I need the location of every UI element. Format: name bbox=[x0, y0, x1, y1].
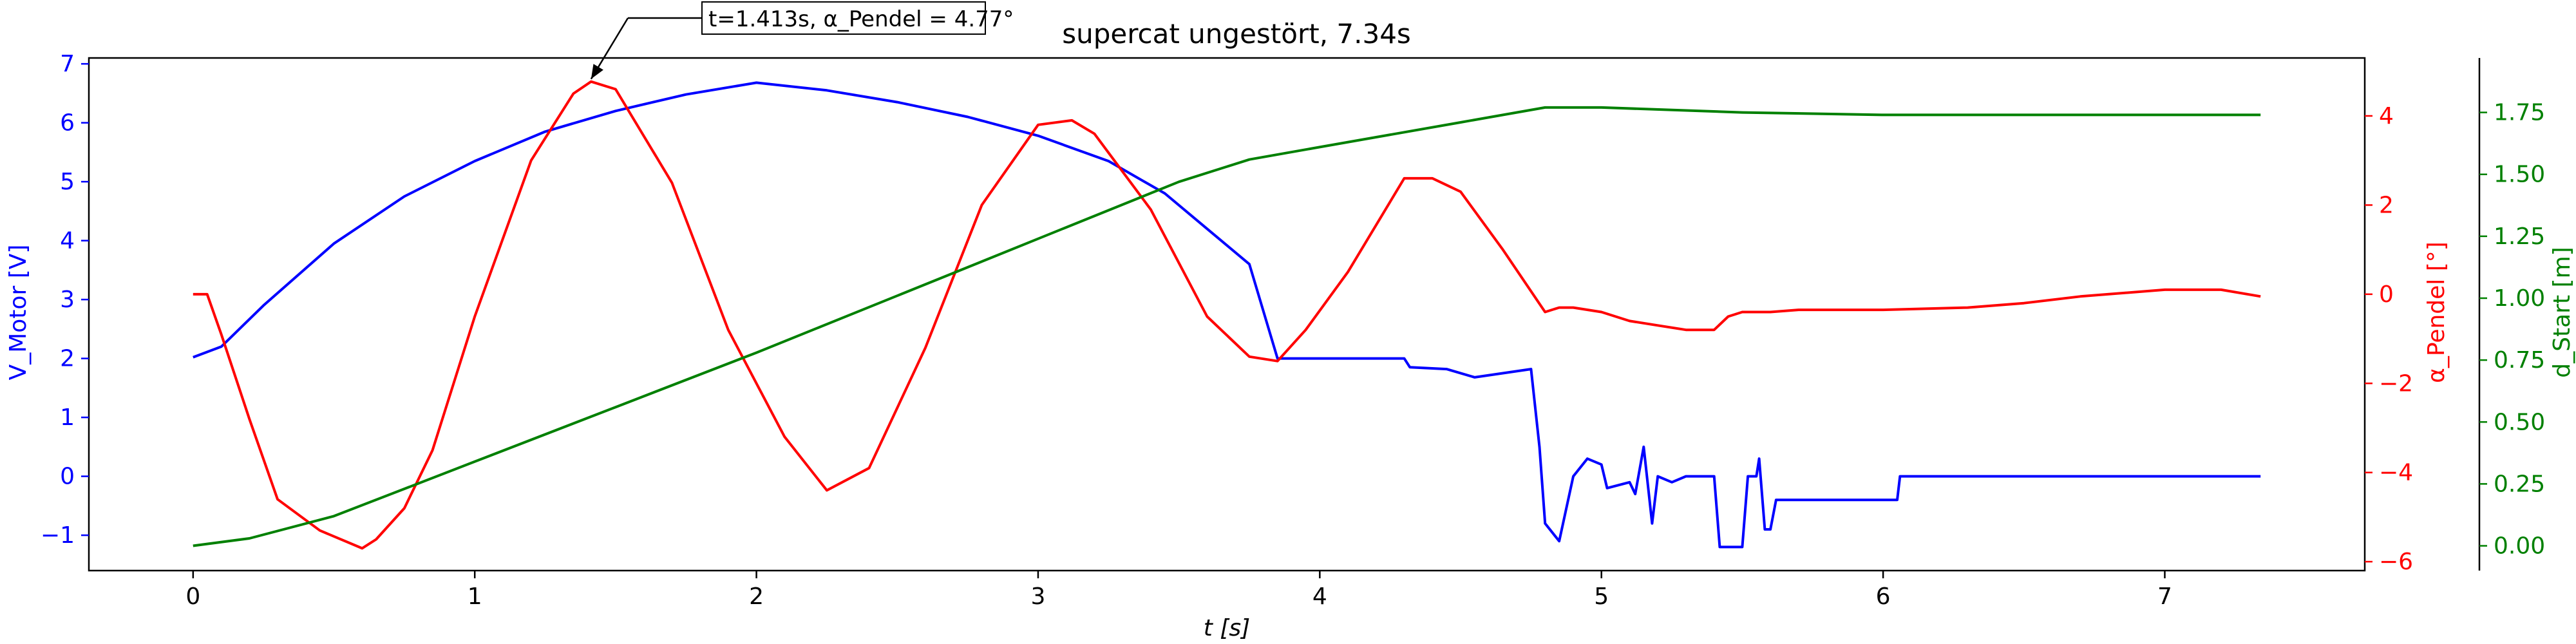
y-tick-label-motor: 0 bbox=[60, 464, 75, 490]
x-tick-label: 7 bbox=[2157, 583, 2172, 610]
annotation-box bbox=[701, 1, 986, 35]
x-tick-label: 6 bbox=[1876, 583, 1891, 610]
y-tick-label-start: 1.25 bbox=[2494, 223, 2545, 250]
axes-group: 0 1 2 3 4 5 6 7 −1 0 1 2 3 4 5 6 7 −6 −4 −2 0 2 4 0.00 0.25 0.50 0… bbox=[41, 51, 2545, 610]
y-tick-label-pendel: −6 bbox=[2379, 549, 2413, 575]
y-tick-label-motor: 2 bbox=[60, 346, 75, 372]
y-tick-label-pendel: 0 bbox=[2379, 281, 2394, 308]
chart-title: supercat ungestört, 7.34s bbox=[1062, 18, 1411, 50]
y-tick-label-start: 0.00 bbox=[2494, 533, 2545, 560]
y-tick-label-start: 0.75 bbox=[2494, 347, 2545, 374]
y-tick-label-pendel: 2 bbox=[2379, 192, 2394, 218]
y-axis-title-start: d_Start [m] bbox=[2549, 247, 2575, 377]
y-axis-title-pendel: α_Pendel [°] bbox=[2423, 242, 2450, 383]
y-tick-label-start: 0.25 bbox=[2494, 471, 2545, 497]
series-line-right bbox=[193, 80, 2261, 550]
series-line-right2 bbox=[193, 106, 2261, 547]
y-tick-label-motor: 5 bbox=[60, 169, 75, 195]
x-tick-label: 3 bbox=[1031, 583, 1046, 610]
annotation-text: t=1.413s, α_Pendel = 4.77° bbox=[708, 6, 1014, 32]
x-tick-label: 1 bbox=[468, 583, 482, 610]
y-axis-title-motor: V_Motor [V] bbox=[5, 245, 32, 381]
y-tick-label-start: 1.50 bbox=[2494, 162, 2545, 188]
y-tick-label-pendel: 4 bbox=[2379, 103, 2394, 129]
y-tick-label-start: 1.75 bbox=[2494, 100, 2545, 126]
x-tick-label: 2 bbox=[749, 583, 764, 610]
x-tick-label: 0 bbox=[185, 583, 200, 610]
y-tick-label-motor: 7 bbox=[60, 51, 75, 77]
annotation: t=1.413s, α_Pendel = 4.77° bbox=[590, 1, 1014, 80]
series-line-left bbox=[193, 81, 2261, 549]
y-tick-label-start: 1.00 bbox=[2494, 285, 2545, 312]
y-tick-label-motor: −1 bbox=[41, 522, 75, 549]
x-axis-title: t [s] bbox=[1204, 615, 1250, 641]
y-tick-label-pendel: −2 bbox=[2379, 370, 2413, 397]
y-tick-label-motor: 6 bbox=[60, 110, 75, 137]
y-tick-label-motor: 3 bbox=[60, 287, 75, 313]
annotation-arrowhead bbox=[591, 64, 603, 79]
y-tick-label-start: 0.50 bbox=[2494, 409, 2545, 435]
plot-area bbox=[193, 80, 2261, 550]
plot-frame bbox=[88, 57, 2366, 572]
x-tick-label: 4 bbox=[1312, 583, 1327, 610]
y-tick-label-motor: 4 bbox=[60, 228, 75, 254]
y-tick-label-motor: 1 bbox=[60, 404, 75, 431]
y-tick-label-pendel: −4 bbox=[2379, 460, 2413, 486]
x-tick-label: 5 bbox=[1594, 583, 1609, 610]
